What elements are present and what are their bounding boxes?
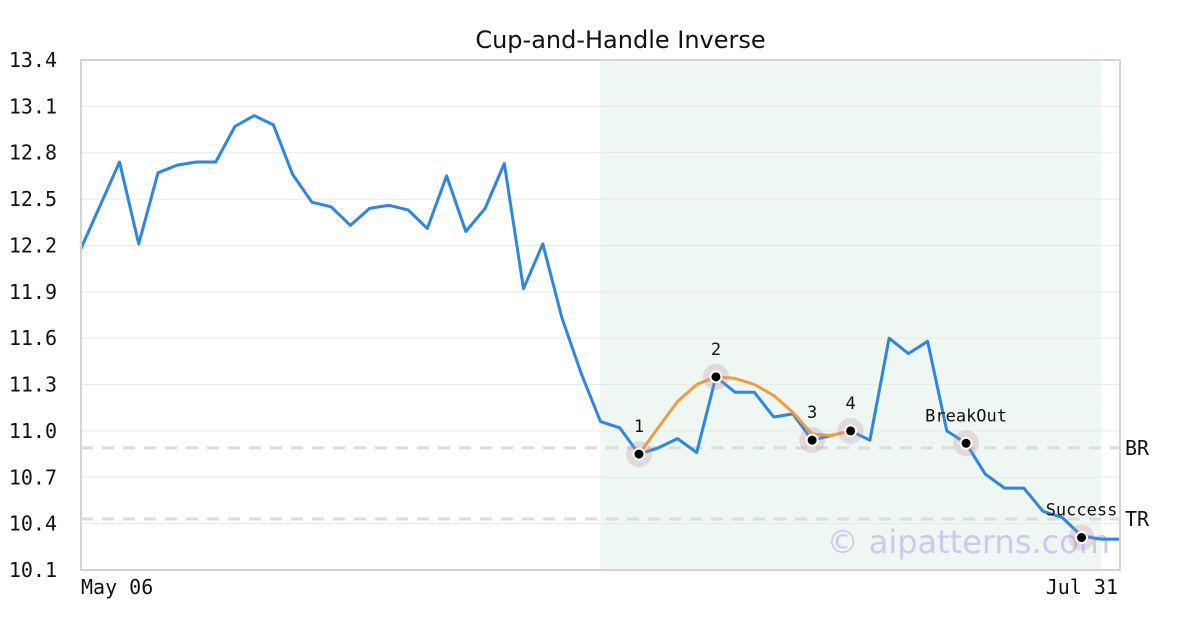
y-tick-label: 12.2 — [9, 233, 57, 257]
y-tick-label: 12.8 — [9, 141, 57, 165]
point-marker — [632, 447, 646, 461]
plot-frame — [80, 59, 1121, 571]
x-start-label: May 06 — [81, 575, 153, 599]
y-tick-label: 10.7 — [9, 465, 57, 489]
pattern-region — [600, 60, 1101, 570]
point-label: 2 — [711, 340, 721, 360]
watermark: © aipatterns.com — [827, 523, 1110, 561]
point-marker — [709, 370, 723, 384]
point-marker — [959, 436, 973, 450]
level-lines: BR TR — [81, 436, 1150, 531]
y-tick-label: 13.1 — [9, 94, 57, 118]
x-end-label: Jul 31 — [1046, 575, 1118, 599]
point-label: Success — [1046, 501, 1118, 521]
price-line — [79, 114, 1120, 541]
y-tick-label: 10.4 — [9, 512, 57, 536]
point-marker — [1075, 531, 1089, 545]
level-label: BR — [1125, 436, 1150, 460]
y-tick-label: 10.1 — [9, 558, 57, 582]
y-tick-label: 11.3 — [9, 373, 57, 397]
level-label: TR — [1125, 507, 1150, 531]
y-tick-label: 11.6 — [9, 326, 57, 350]
point-marker — [844, 424, 858, 438]
point-label: BreakOut — [925, 406, 1007, 426]
cup-curve — [637, 375, 851, 455]
point-label: 3 — [807, 403, 817, 423]
chart-title: Cup-and-Handle Inverse — [475, 26, 765, 54]
point-label: 4 — [846, 394, 856, 414]
y-tick-label: 11.9 — [9, 280, 57, 304]
y-tick-label: 11.0 — [9, 419, 57, 443]
point-label: 1 — [634, 417, 644, 437]
y-axis: 13.4 13.1 12.8 12.5 12.2 11.9 11.6 11.3 11.0 10.7… — [9, 48, 57, 582]
y-tick-label: 12.5 — [9, 187, 57, 211]
y-tick-label: 13.4 — [9, 48, 57, 72]
point-marker — [805, 433, 819, 447]
pattern-points: 1 2 3 4 BreakOut Success — [625, 340, 1118, 551]
